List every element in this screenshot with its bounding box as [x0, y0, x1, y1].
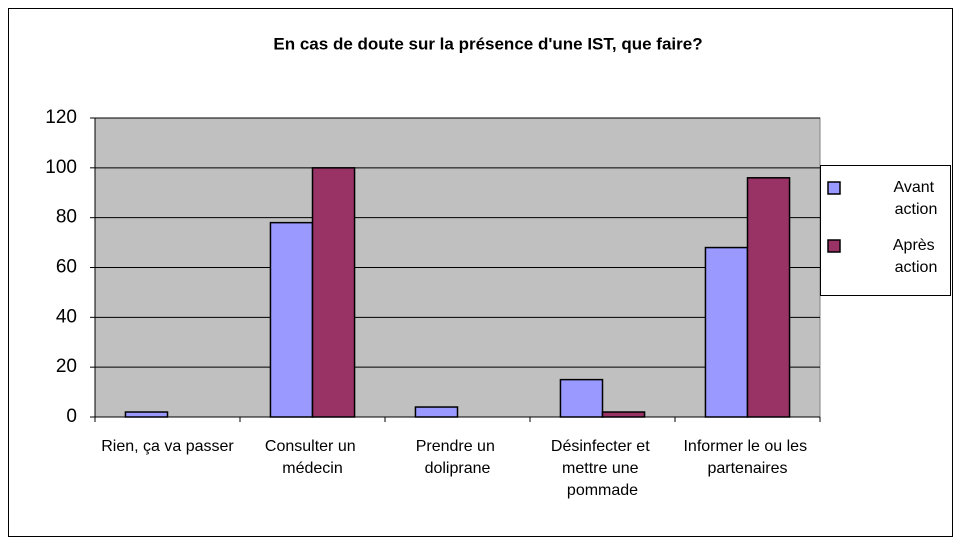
x-tick-label: Consulter un médecin — [265, 438, 360, 477]
bar — [601, 411, 646, 418]
y-tick-label: 60 — [56, 257, 77, 278]
legend-label: Après action — [893, 237, 939, 276]
y-tick-label: 100 — [45, 157, 77, 178]
legend-swatch — [827, 239, 841, 253]
legend — [820, 165, 951, 296]
y-tick-label: 40 — [56, 306, 77, 327]
bar — [704, 246, 749, 418]
y-tick-label: 0 — [66, 406, 77, 427]
bar — [559, 378, 604, 418]
chart-title: En cas de doute sur la présence d'une IS… — [273, 34, 702, 53]
y-tick-label: 120 — [45, 107, 77, 128]
x-tick-label: Désinfecter et mettre une pommade — [551, 438, 654, 499]
y-tick-label: 80 — [56, 207, 77, 228]
y-tick-label: 20 — [56, 356, 77, 377]
legend-label: Avant action — [893, 179, 938, 218]
legend-swatch — [827, 181, 841, 195]
x-tick-label: Informer le ou les partenaires — [683, 438, 811, 477]
bar — [746, 177, 791, 418]
bar — [124, 411, 169, 418]
bar — [269, 221, 314, 418]
bar — [414, 406, 459, 418]
x-tick-label: Rien, ça va passer — [101, 438, 234, 455]
bar — [311, 167, 356, 418]
x-tick-label: Prendre un doliprane — [416, 438, 500, 477]
